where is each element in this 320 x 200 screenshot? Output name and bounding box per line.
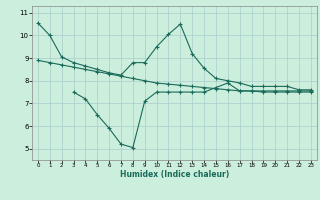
X-axis label: Humidex (Indice chaleur): Humidex (Indice chaleur) [120,170,229,179]
